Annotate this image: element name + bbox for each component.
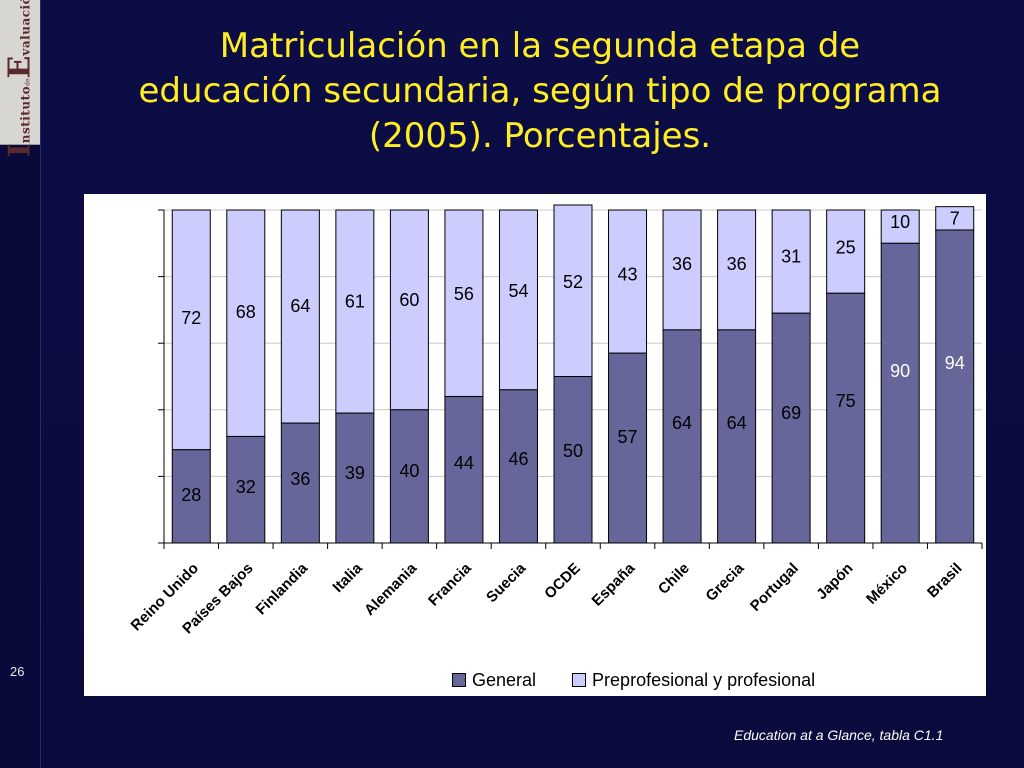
bar-general — [226, 435, 266, 544]
data-label-general: 50 — [563, 441, 583, 461]
bar-general — [662, 329, 702, 544]
bar-general — [717, 329, 757, 544]
bar-general — [826, 292, 866, 544]
bar-preprofesional — [226, 209, 266, 437]
bar-preprofesional — [662, 209, 702, 331]
legend-item-preprofesional: Preprofesional y profesional — [572, 670, 815, 691]
data-label-general: 32 — [236, 477, 256, 497]
data-label-general: 36 — [290, 469, 310, 489]
bar-general — [880, 242, 920, 544]
data-label-preprofesional: 31 — [781, 246, 801, 266]
slide-title: Matriculación en la segunda etapa de edu… — [138, 26, 942, 156]
bar-preprofesional — [280, 209, 320, 424]
x-tick-label: OCDE — [541, 560, 584, 603]
data-label-preprofesional: 36 — [672, 254, 692, 274]
logo-word-evaluacion: valuación — [18, 0, 33, 56]
data-label-general: 28 — [181, 485, 201, 505]
legend-swatch-general — [452, 673, 466, 687]
bar-preprofesional — [335, 209, 375, 414]
data-label-preprofesional: 56 — [454, 284, 474, 304]
x-tick-label: España — [589, 559, 639, 609]
data-label-general: 94 — [945, 353, 965, 373]
source-note: Education at a Glance, tabla C1.1 — [734, 727, 944, 743]
data-label-general: 75 — [836, 391, 856, 411]
data-label-preprofesional: 61 — [345, 291, 365, 311]
data-label-general: 64 — [672, 413, 692, 433]
legend-swatch-preprofesional — [572, 673, 587, 687]
data-label-general: 57 — [618, 427, 638, 447]
chart-panel: 28 72 Reino Unido 32 68 Países Bajos 36 64 Finla… — [84, 194, 986, 696]
data-label-preprofesional: 54 — [508, 281, 528, 301]
data-label-general: 39 — [345, 463, 365, 483]
bar-general — [389, 409, 429, 544]
data-label-preprofesional: 10 — [890, 212, 910, 232]
data-label-general: 44 — [454, 453, 474, 473]
x-tick-label: Alemania — [361, 559, 421, 619]
bar-general — [608, 352, 648, 544]
slide-number: 26 — [10, 664, 25, 679]
x-tick-label: Finlandia — [253, 559, 312, 618]
x-tick-label: Portugal — [747, 560, 802, 615]
bar-preprofesional — [880, 209, 920, 244]
x-tick-label: Suecia — [483, 559, 530, 606]
x-tick-label: Japón — [813, 560, 856, 603]
logo-word-instituto: nstituto — [18, 85, 33, 144]
data-label-preprofesional: 72 — [181, 308, 201, 328]
x-tick-label: Italia — [330, 559, 367, 596]
bar-preprofesional — [826, 209, 866, 294]
x-tick-label: Chile — [655, 560, 693, 598]
data-label-preprofesional: 52 — [563, 272, 583, 292]
x-tick-label: Brasil — [924, 560, 966, 602]
bar-general — [771, 312, 811, 544]
bar-general — [335, 412, 375, 544]
x-tick-label: Francia — [425, 559, 475, 609]
bar-preprofesional — [717, 209, 757, 331]
data-label-preprofesional: 64 — [290, 296, 310, 316]
x-tick-label: México — [863, 560, 911, 608]
data-label-general: 69 — [781, 403, 801, 423]
legend-label-preprofesional: Preprofesional y profesional — [592, 669, 816, 690]
data-label-general: 90 — [890, 361, 910, 381]
data-label-general: 64 — [727, 413, 747, 433]
legend-label-general: General — [472, 669, 537, 690]
bar-preprofesional — [498, 209, 538, 391]
bar-general — [171, 449, 211, 544]
bar-preprofesional — [171, 209, 211, 451]
data-label-preprofesional: 7 — [950, 209, 960, 229]
bar-general — [280, 422, 320, 544]
data-label-preprofesional: 60 — [399, 290, 419, 310]
logo-word-de: de — [24, 78, 32, 86]
institute-logo: InstitutodeEvaluación — [0, 0, 40, 157]
data-label-general: 40 — [399, 461, 419, 481]
x-tick-label: Grecia — [702, 559, 748, 605]
bar-general — [444, 395, 484, 544]
bar-general — [498, 389, 538, 544]
data-label-preprofesional: 25 — [836, 237, 856, 257]
logo-initial-i: I — [2, 143, 38, 158]
bar-preprofesional — [553, 204, 593, 377]
bar-general — [553, 376, 593, 544]
data-label-preprofesional: 43 — [618, 264, 638, 284]
logo-initial-e: E — [2, 55, 38, 79]
legend-item-general: General — [452, 670, 536, 691]
data-label-preprofesional: 68 — [236, 302, 256, 322]
bar-general — [935, 229, 975, 544]
bar-preprofesional — [444, 209, 484, 397]
bar-preprofesional — [608, 209, 648, 354]
data-label-general: 46 — [508, 449, 528, 469]
data-label-preprofesional: 36 — [727, 254, 747, 274]
chart-legend: General Preprofesional y profesional — [452, 668, 851, 692]
